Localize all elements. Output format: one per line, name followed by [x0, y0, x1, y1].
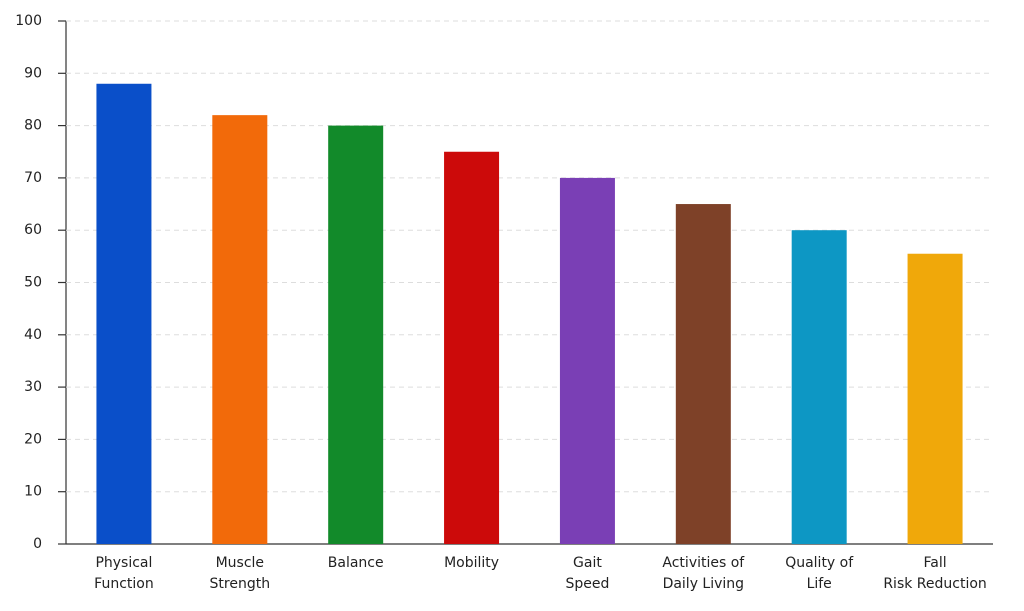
- y-tick-label: 0: [33, 536, 42, 552]
- x-tick-label-line: Speed: [565, 576, 609, 592]
- x-tick-label: Mobility: [444, 555, 499, 571]
- x-tick-label: Balance: [328, 555, 384, 571]
- x-tick-label: Physical Function: [94, 555, 154, 592]
- bar: [328, 125, 384, 544]
- y-tick-label: 10: [24, 484, 42, 500]
- y-tick-label: 30: [24, 379, 42, 395]
- bar: [444, 151, 500, 544]
- y-tick-label: 50: [24, 275, 42, 291]
- y-tick-label: 70: [24, 170, 42, 186]
- x-tick-label-line: Physical: [95, 555, 152, 571]
- y-tick-label: 40: [24, 327, 42, 343]
- y-tick-label: 80: [24, 118, 42, 134]
- bar: [212, 115, 268, 544]
- x-tick-label-line: Daily Living: [663, 576, 745, 592]
- x-tick-label-line: Fall: [923, 555, 946, 571]
- x-tick-label-line: Activities of: [662, 555, 745, 571]
- x-tick-label: Fall Risk Reduction: [883, 555, 986, 592]
- bar: [907, 253, 963, 545]
- y-tick-label: 20: [24, 431, 42, 447]
- x-tick-label: Activities of Daily Living: [662, 555, 745, 592]
- bar: [791, 230, 847, 544]
- x-tick-label-line: Risk Reduction: [883, 576, 986, 592]
- x-tick-label-line: Strength: [210, 576, 271, 592]
- x-tick-label-line: Function: [94, 576, 154, 592]
- x-tick-label-line: Quality of: [785, 555, 854, 571]
- x-tick-label-line: Mobility: [444, 555, 499, 571]
- bar: [96, 83, 152, 544]
- x-tick-label-line: Muscle: [216, 555, 264, 571]
- x-tick-label: Gait Speed: [565, 555, 609, 592]
- x-tick-label: Muscle Strength: [210, 555, 271, 592]
- x-tick-label-line: Life: [807, 576, 832, 592]
- x-tick-label-line: Gait: [573, 555, 602, 571]
- y-tick-label: 60: [24, 222, 42, 238]
- bar: [559, 177, 615, 544]
- y-tick-label: 100: [15, 13, 42, 29]
- bar: [675, 204, 731, 545]
- y-tick-label: 90: [24, 65, 42, 81]
- x-tick-label-line: Balance: [328, 555, 384, 571]
- x-tick-label: Quality of Life: [785, 555, 854, 592]
